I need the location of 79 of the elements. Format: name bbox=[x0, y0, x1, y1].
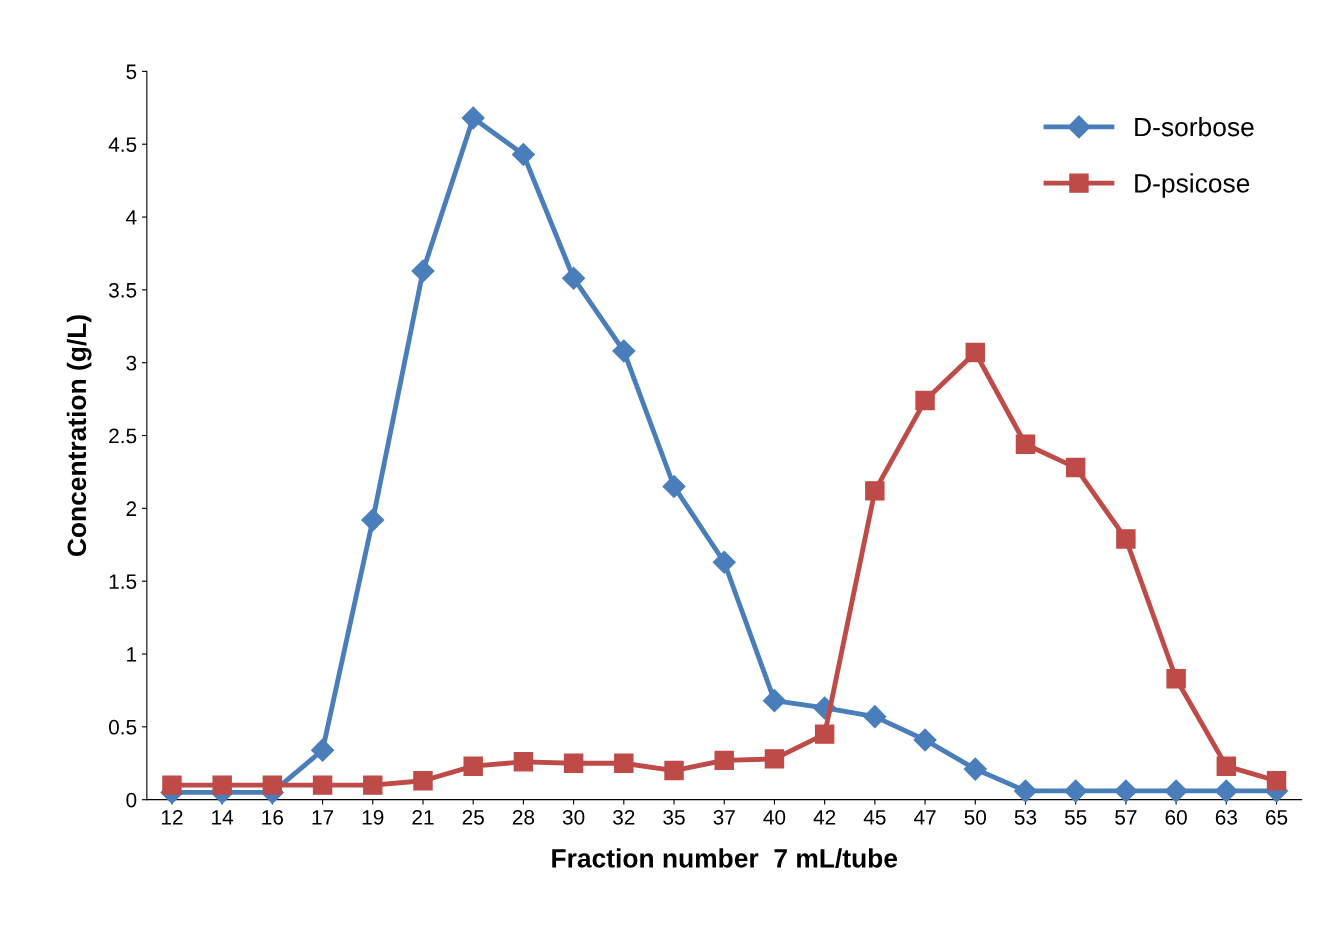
point bbox=[1114, 779, 1138, 803]
point bbox=[712, 550, 736, 574]
legend-label: D-psicose bbox=[1135, 173, 1250, 198]
point bbox=[1013, 779, 1037, 803]
point bbox=[662, 475, 686, 499]
point bbox=[664, 760, 684, 781]
point bbox=[762, 689, 786, 713]
point bbox=[714, 750, 734, 771]
y-tick-label: 0.5 bbox=[108, 719, 137, 735]
x-tick-label: 25 bbox=[462, 809, 484, 825]
point bbox=[612, 339, 636, 363]
point bbox=[262, 775, 283, 795]
point bbox=[814, 724, 835, 744]
point bbox=[563, 753, 584, 773]
x-tick-label: 21 bbox=[412, 809, 434, 825]
y-axis-title: Concentration (g/L) bbox=[66, 315, 92, 557]
y-tick-label: 1.5 bbox=[109, 574, 137, 589]
y-tick-label: 0 bbox=[126, 792, 137, 808]
point bbox=[965, 342, 985, 363]
y-tick-label: 3.5 bbox=[108, 282, 137, 298]
point bbox=[361, 508, 385, 532]
point bbox=[1214, 779, 1238, 803]
point bbox=[913, 728, 937, 752]
point bbox=[212, 775, 232, 795]
point bbox=[311, 738, 335, 762]
y-tick-label: 2.5 bbox=[109, 428, 137, 444]
point bbox=[162, 775, 182, 795]
y-tick-label: 1 bbox=[127, 647, 137, 662]
x-tick-label: 57 bbox=[1115, 810, 1137, 825]
x-tick-label: 42 bbox=[813, 809, 836, 825]
point bbox=[1064, 779, 1088, 803]
legend-label: D-sorbose bbox=[1135, 117, 1254, 137]
x-tick-label: 40 bbox=[763, 809, 786, 825]
point bbox=[461, 106, 485, 130]
x-tick-label: 30 bbox=[562, 809, 585, 825]
x-tick-label: 65 bbox=[1265, 809, 1288, 825]
x-tick-label: 17 bbox=[312, 810, 334, 825]
y-tick-label: 2 bbox=[126, 501, 137, 516]
x-tick-label: 55 bbox=[1064, 810, 1087, 825]
x-tick-label: 50 bbox=[964, 809, 987, 825]
point bbox=[413, 771, 433, 791]
point bbox=[915, 390, 935, 411]
x-tick-label: 35 bbox=[663, 809, 685, 825]
x-tick-label: 12 bbox=[161, 809, 183, 825]
point bbox=[963, 757, 987, 781]
point bbox=[1216, 756, 1237, 776]
point bbox=[865, 481, 885, 501]
x-tick-label: 47 bbox=[913, 810, 936, 825]
point bbox=[1015, 434, 1036, 455]
point bbox=[1266, 771, 1287, 791]
x-tick-label: 16 bbox=[262, 809, 284, 825]
point bbox=[511, 142, 535, 166]
point bbox=[863, 705, 887, 729]
x-tick-label: 63 bbox=[1215, 809, 1237, 825]
x-tick-label: 19 bbox=[362, 809, 384, 825]
x-tick-label: 45 bbox=[863, 810, 886, 825]
x-tick-label: 32 bbox=[613, 809, 635, 825]
point bbox=[1065, 457, 1086, 478]
y-tick-label: 3 bbox=[126, 355, 137, 371]
y-tick-label: 5 bbox=[126, 64, 137, 80]
point bbox=[1164, 779, 1188, 803]
x-tick-label: 14 bbox=[212, 810, 234, 825]
x-axis-title: Fraction number 7 mL/tube bbox=[552, 848, 898, 868]
point bbox=[614, 753, 634, 773]
point bbox=[312, 775, 333, 795]
y-tick-label: 4.5 bbox=[108, 137, 137, 152]
x-tick-label: 37 bbox=[713, 809, 735, 825]
x-tick-label: 28 bbox=[512, 809, 535, 825]
y-tick-label: 4 bbox=[126, 210, 137, 225]
point bbox=[363, 775, 383, 795]
point bbox=[1166, 669, 1186, 689]
point bbox=[764, 749, 785, 769]
point bbox=[513, 752, 534, 772]
point bbox=[562, 266, 586, 290]
point bbox=[463, 756, 483, 776]
point bbox=[1116, 529, 1136, 549]
x-tick-label: 53 bbox=[1014, 809, 1037, 825]
point bbox=[411, 259, 435, 283]
x-tick-label: 60 bbox=[1165, 809, 1187, 825]
